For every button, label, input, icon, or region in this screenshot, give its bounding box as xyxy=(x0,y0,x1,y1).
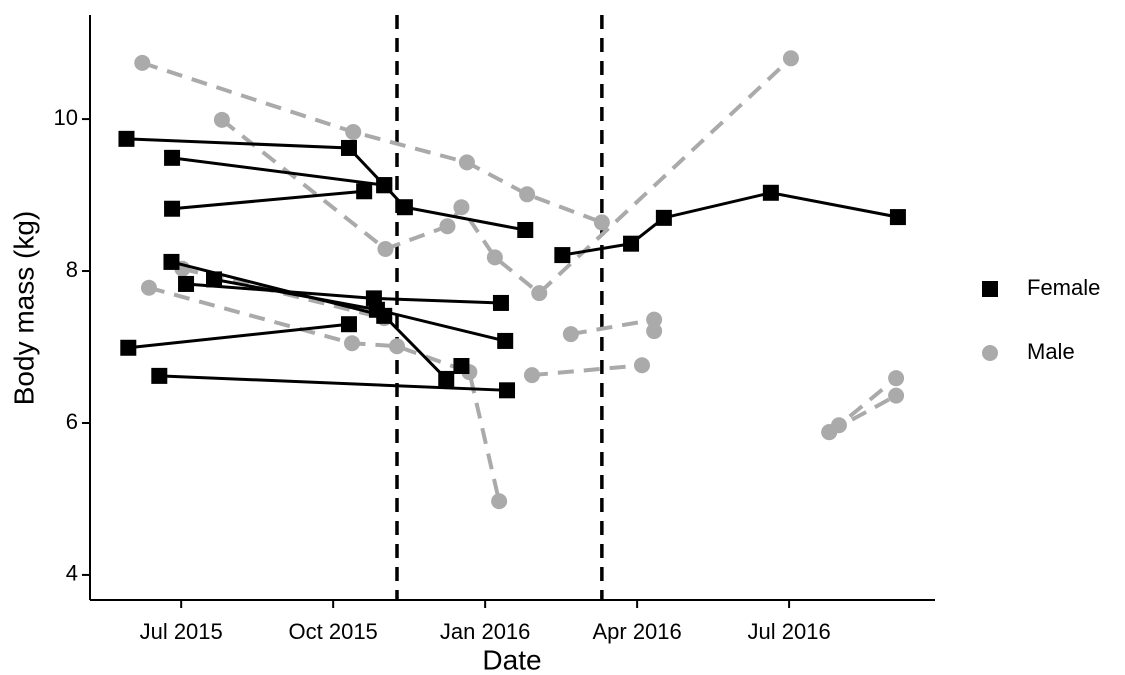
data-point xyxy=(213,111,230,128)
individual-line xyxy=(531,363,643,378)
data-point xyxy=(562,326,579,343)
data-point xyxy=(646,323,663,340)
data-point xyxy=(593,214,610,231)
data-point xyxy=(497,332,514,349)
data-point xyxy=(340,316,357,333)
data-point xyxy=(888,370,905,387)
legend-marker xyxy=(982,281,998,297)
y-tick-label: 10 xyxy=(54,105,78,130)
data-point xyxy=(368,301,385,318)
data-point xyxy=(523,367,540,384)
x-tick-label: Oct 2015 xyxy=(289,619,378,644)
data-point xyxy=(486,249,503,266)
individual-line xyxy=(570,317,655,337)
data-point xyxy=(356,183,373,200)
data-point xyxy=(646,311,663,328)
data-point xyxy=(782,50,799,67)
data-point xyxy=(151,367,168,384)
data-point xyxy=(134,54,151,71)
individual-line xyxy=(159,374,508,392)
x-axis-label: Date xyxy=(482,644,541,675)
data-point xyxy=(821,424,838,441)
data-point xyxy=(889,209,906,226)
y-tick-label: 8 xyxy=(66,257,78,282)
data-point xyxy=(344,335,361,352)
legend-label: Female xyxy=(1027,275,1100,300)
data-point xyxy=(164,200,181,217)
data-point xyxy=(888,387,905,404)
data-point xyxy=(492,294,509,311)
individual-line xyxy=(128,322,350,350)
x-tick-label: Jul 2015 xyxy=(140,619,223,644)
data-point xyxy=(178,275,195,292)
individual-line xyxy=(148,285,502,502)
x-tick-label: Apr 2016 xyxy=(592,619,681,644)
data-point xyxy=(164,149,181,166)
y-tick-label: 4 xyxy=(66,561,78,586)
data-point xyxy=(655,209,672,226)
y-tick-label: 6 xyxy=(66,409,78,434)
data-point xyxy=(453,199,470,216)
data-point xyxy=(340,139,357,156)
legend-label: Male xyxy=(1027,339,1075,364)
y-axis-label: Body mass (kg) xyxy=(8,211,39,406)
data-point xyxy=(453,358,470,374)
data-point xyxy=(554,247,571,264)
x-tick-label: Jan 2016 xyxy=(440,619,531,644)
data-point xyxy=(491,493,508,510)
data-point xyxy=(439,218,456,235)
data-point xyxy=(345,124,362,140)
data-point xyxy=(519,186,536,203)
individual-line xyxy=(185,282,502,305)
data-point xyxy=(623,235,640,252)
x-tick-label: Jul 2016 xyxy=(748,619,831,644)
data-point xyxy=(633,357,650,374)
data-point xyxy=(517,222,534,239)
data-point xyxy=(388,338,405,355)
individual-line xyxy=(828,393,898,434)
data-point xyxy=(206,271,223,288)
data-point xyxy=(376,177,393,194)
data-point xyxy=(118,130,135,147)
individual-line xyxy=(171,156,385,187)
individual-line xyxy=(126,137,526,232)
data-point xyxy=(762,184,779,201)
data-point xyxy=(140,279,157,296)
data-point xyxy=(531,285,548,302)
data-point xyxy=(458,154,475,171)
data-point xyxy=(438,370,455,387)
legend-marker xyxy=(982,345,998,361)
individual-line xyxy=(171,189,365,211)
individual-line xyxy=(562,191,899,257)
data-point xyxy=(499,382,516,399)
data-point xyxy=(163,253,180,270)
data-point xyxy=(120,339,137,356)
data-point xyxy=(396,199,413,216)
data-point xyxy=(377,241,394,257)
